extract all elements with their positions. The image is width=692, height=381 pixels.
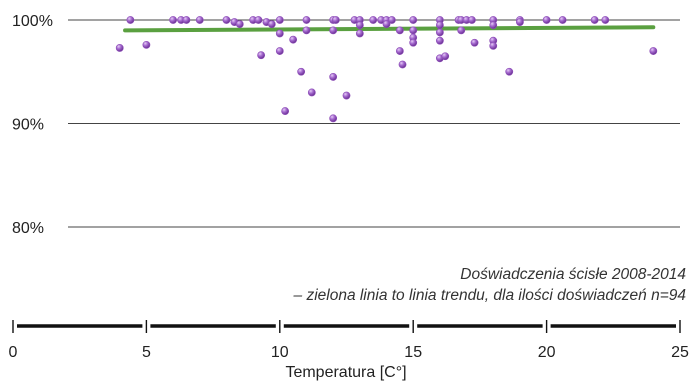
data-point xyxy=(489,41,498,50)
data-point xyxy=(307,88,316,97)
data-point xyxy=(267,20,276,29)
data-point xyxy=(169,16,177,24)
trend-line-layer xyxy=(123,25,656,33)
data-point xyxy=(505,67,514,76)
data-point xyxy=(195,16,204,24)
x-tick-label: 10 xyxy=(271,344,289,361)
data-point xyxy=(355,29,364,38)
x-tick-label: 15 xyxy=(404,344,422,361)
data-point xyxy=(441,52,450,61)
data-point xyxy=(302,26,311,35)
y-tick-label: 80% xyxy=(12,220,44,237)
data-point xyxy=(297,67,306,76)
data-point xyxy=(467,16,476,24)
data-point xyxy=(369,16,378,24)
data-point xyxy=(398,60,407,69)
annotation-experiments: Doświadczenia ścisłe 2008-2014 xyxy=(460,266,686,283)
data-point xyxy=(254,16,263,24)
data-point xyxy=(275,16,284,24)
data-point xyxy=(142,40,151,49)
trend-line xyxy=(123,25,656,33)
x-tick-label: 0 xyxy=(9,344,18,361)
data-point xyxy=(235,20,244,29)
data-point xyxy=(275,47,284,55)
y-tick-label: 100% xyxy=(12,13,53,30)
data-point xyxy=(382,20,391,29)
data-point xyxy=(222,16,231,24)
annotation-trend-note: – zielona linia to linia trendu, dla ilo… xyxy=(293,287,686,304)
data-point xyxy=(115,44,124,52)
data-point xyxy=(387,16,396,24)
x-axis-label: Temperatura [C°] xyxy=(285,364,406,381)
data-point xyxy=(601,16,610,24)
data-point xyxy=(542,16,551,24)
data-point xyxy=(257,51,266,60)
y-tick-label: 90% xyxy=(12,117,44,134)
data-point xyxy=(457,26,466,35)
data-point xyxy=(342,91,351,100)
data-point xyxy=(590,16,599,24)
data-point xyxy=(395,26,404,35)
data-point xyxy=(329,114,338,123)
data-point xyxy=(409,16,418,24)
data-point xyxy=(470,38,479,47)
data-point xyxy=(289,35,298,44)
y-tick-labels: 100% 90% 80% xyxy=(12,13,53,237)
x-tick-label: 25 xyxy=(671,344,689,361)
data-point xyxy=(355,21,364,30)
data-point xyxy=(435,21,444,30)
data-point xyxy=(516,18,524,26)
data-point xyxy=(126,16,135,24)
scatter-points xyxy=(115,16,658,123)
data-point xyxy=(409,38,418,47)
data-point xyxy=(409,26,418,35)
x-axis: 0 5 10 15 20 25 xyxy=(9,320,689,361)
data-point xyxy=(275,29,284,38)
x-tick-label: 5 xyxy=(142,344,151,361)
data-point xyxy=(435,28,444,37)
data-point xyxy=(182,16,191,24)
data-point xyxy=(558,16,567,24)
data-point xyxy=(281,107,290,115)
data-point xyxy=(329,73,338,81)
data-point xyxy=(331,16,340,24)
data-point xyxy=(489,21,498,30)
grid-lines xyxy=(68,19,680,228)
x-tick-label: 20 xyxy=(538,344,556,361)
data-point xyxy=(395,47,404,55)
data-point xyxy=(435,36,444,45)
data-point xyxy=(302,16,311,24)
data-point xyxy=(329,26,338,35)
data-point xyxy=(649,47,658,55)
